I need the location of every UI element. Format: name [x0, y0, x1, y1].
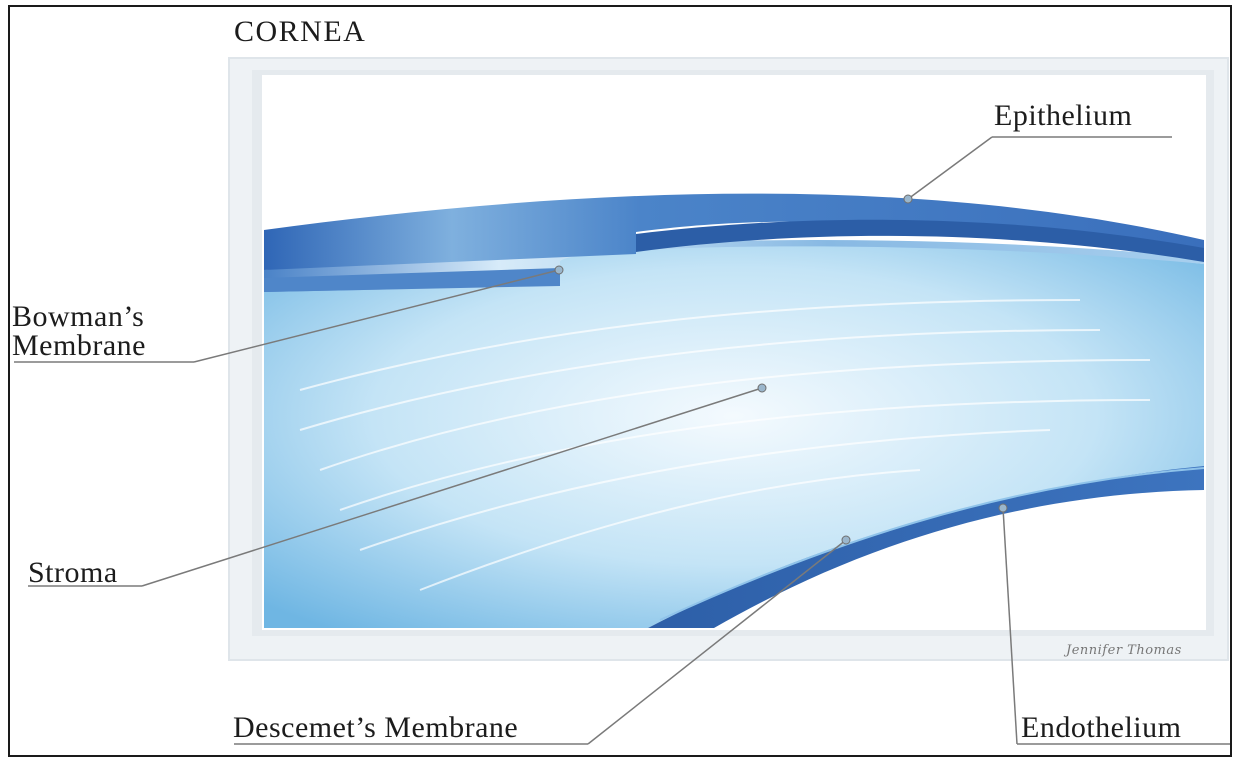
label-epithelium: Epithelium: [994, 99, 1133, 132]
stroma-dot: [757, 383, 767, 393]
label-bowmans-membrane: Bowman’s Membrane: [12, 300, 146, 362]
label-bowmans-line1: Bowman’s: [12, 300, 145, 333]
leader-lines: [14, 136, 1230, 745]
artist-signature: Jennifer Thomas: [1066, 643, 1182, 658]
endothelium-dot: [998, 503, 1008, 513]
diagram-title: CORNEA: [234, 15, 367, 48]
epithelium-layer: [264, 193, 1204, 270]
bowmans-leader: [193, 269, 560, 363]
epithelium-leader: [907, 136, 993, 200]
stroma-fibres: [299, 299, 1151, 591]
epithelium-dot: [903, 194, 913, 204]
stroma-leader: [141, 387, 763, 587]
endothelium-leader: [1002, 507, 1018, 745]
bowmans-membrane-edge: [264, 268, 560, 292]
label-descemets-membrane: Descemet’s Membrane: [233, 711, 519, 744]
label-bowmans-line2: Membrane: [12, 328, 146, 362]
stroma-layer: [264, 242, 1204, 628]
label-stroma: Stroma: [28, 556, 118, 589]
bowmans-dot: [554, 265, 564, 275]
leader-dots: [554, 194, 1008, 545]
page-border: [8, 5, 1232, 757]
descemets-membrane-layer: [659, 467, 1204, 621]
label-endothelium: Endothelium: [1021, 711, 1182, 744]
descemets-dot: [841, 535, 851, 545]
epithelium-edge: [636, 219, 1204, 262]
descemets-leader: [587, 539, 847, 745]
